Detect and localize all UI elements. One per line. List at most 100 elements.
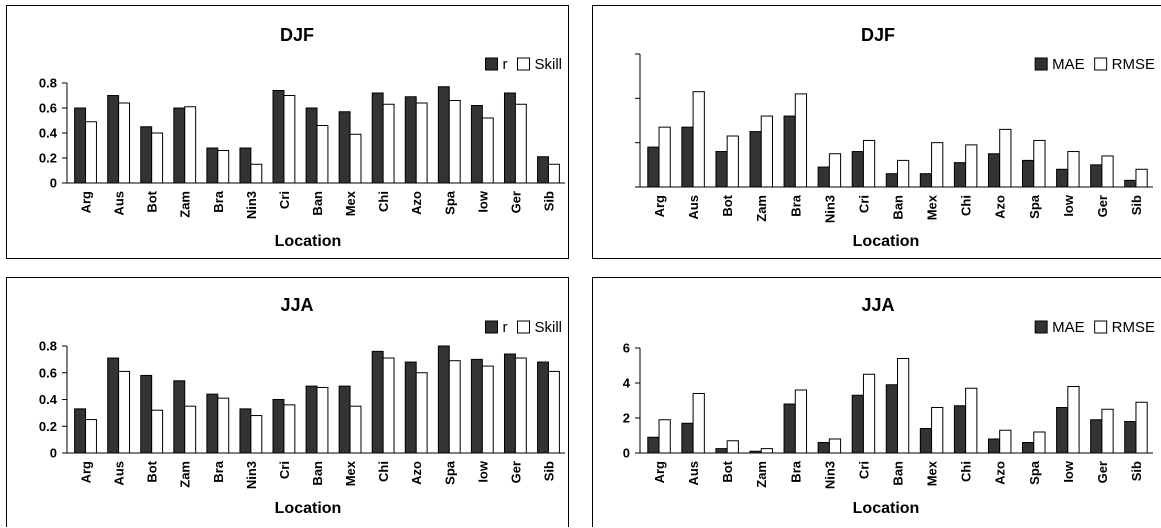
chart-title: DJF bbox=[280, 25, 314, 45]
bar-rmse-arg bbox=[658, 126, 671, 188]
x-axis-label: Location bbox=[853, 500, 920, 517]
bar-r-chi bbox=[371, 92, 384, 184]
x-tick-label: Bot bbox=[720, 194, 735, 216]
bar-r-azo bbox=[404, 361, 417, 454]
bar-r-spa bbox=[437, 86, 450, 184]
x-tick-label: Aus bbox=[686, 461, 701, 486]
legend-label-r: r bbox=[503, 319, 508, 336]
bar-mae-zam bbox=[749, 450, 762, 454]
bar-skill-chi bbox=[382, 357, 395, 454]
bar-r-nin3 bbox=[239, 408, 252, 454]
x-tick-label: Cri bbox=[856, 195, 871, 213]
bar-skill-mex bbox=[349, 405, 362, 454]
legend-swatch-rmse bbox=[1094, 320, 1108, 334]
bar-rmse-ger bbox=[1101, 155, 1114, 188]
bar-mae-aus bbox=[681, 126, 694, 188]
bar-rmse-ban bbox=[897, 358, 910, 454]
bar-rmse-bra bbox=[794, 93, 808, 188]
bar-skill-iow bbox=[481, 365, 494, 454]
y-tick-label: 0.8 bbox=[39, 76, 57, 91]
bar-skill-ger bbox=[514, 103, 527, 184]
x-tick-label: Mex bbox=[343, 460, 358, 486]
x-tick-label: Mex bbox=[925, 194, 940, 220]
bar-mae-ban bbox=[885, 173, 898, 188]
bar-r-ban bbox=[305, 385, 318, 454]
x-tick-label: Bra bbox=[788, 460, 803, 482]
x-tick-label: Ger bbox=[508, 191, 523, 213]
y-tick-label: 0.2 bbox=[39, 419, 57, 434]
x-tick-label: Ban bbox=[891, 195, 906, 220]
x-tick-label: Aus bbox=[112, 461, 127, 486]
bar-mae-ban bbox=[885, 384, 898, 454]
x-tick-label: Ger bbox=[1095, 461, 1110, 483]
bar-mae-mex bbox=[919, 173, 933, 188]
legend-label-skill: Skill bbox=[534, 56, 562, 73]
x-tick-label: Spa bbox=[442, 190, 457, 215]
legend-swatch-skill bbox=[516, 320, 530, 334]
bar-mae-sib bbox=[1124, 421, 1137, 454]
bar-mae-ger bbox=[1090, 419, 1103, 454]
chart-svg: JJA 0 0.2 0.4 0.6 0.8 Arg Aus Bot Zam Bra Nin3 Cri Ba… bbox=[39, 295, 565, 517]
chart-title: DJF bbox=[861, 25, 895, 45]
x-tick-label: Cri bbox=[277, 191, 292, 209]
bar-mae-cri bbox=[851, 151, 864, 188]
chart-panel-djf-error: DJF Arg Aus Bot Zam Bra Nin3 Cri Ban Mex Chi Azo Spa… bbox=[592, 5, 1161, 259]
bar-r-zam bbox=[173, 107, 186, 184]
x-tick-label: Spa bbox=[442, 460, 457, 485]
legend-label-rmse: RMSE bbox=[1112, 319, 1155, 336]
bar-mae-nin3 bbox=[817, 166, 830, 188]
y-tick-label: 6 bbox=[623, 341, 630, 356]
bar-r-nin3 bbox=[239, 147, 252, 184]
x-tick-label: Iow bbox=[1061, 194, 1076, 217]
chart-svg: DJF Arg Aus Bot Zam Bra Nin3 Cri Ban Mex Chi Azo Spa… bbox=[635, 25, 1155, 250]
bar-r-sib bbox=[537, 361, 549, 454]
bar-mae-cri bbox=[851, 394, 864, 454]
legend-swatch-r bbox=[485, 57, 499, 71]
bar-mae-iow bbox=[1056, 168, 1069, 188]
y-tick-label: 0 bbox=[50, 176, 57, 191]
legend-swatch-rmse bbox=[1094, 57, 1108, 71]
bar-mae-arg bbox=[647, 146, 660, 188]
x-tick-label: Aus bbox=[112, 191, 127, 216]
bar-mae-bra bbox=[783, 115, 796, 188]
bar-r-aus bbox=[107, 95, 120, 184]
bar-rmse-mex bbox=[931, 407, 944, 454]
bar-skill-sib bbox=[547, 163, 560, 184]
x-tick-label: Nin3 bbox=[244, 461, 259, 489]
x-axis-label: Location bbox=[275, 500, 342, 517]
x-tick-label: Cri bbox=[277, 461, 292, 479]
y-tick-label: 0.2 bbox=[39, 151, 57, 166]
bar-mae-bra bbox=[783, 403, 796, 454]
bar-mae-spa bbox=[1022, 442, 1035, 454]
chart-title: JJA bbox=[861, 295, 894, 315]
bar-mae-bot bbox=[715, 448, 728, 454]
bar-rmse-zam bbox=[760, 448, 773, 454]
chart-panel-djf-correlation: DJF 0 0.2 0.4 0.6 0.8 Arg Aus Bot Zam Bra Nin3 Cri Ba… bbox=[6, 5, 569, 259]
bar-rmse-sib bbox=[1135, 168, 1148, 188]
y-tick-label: 0 bbox=[623, 446, 630, 461]
x-tick-label: Iow bbox=[475, 460, 490, 483]
bar-r-arg bbox=[74, 408, 87, 454]
x-tick-label: Ban bbox=[310, 191, 325, 216]
x-tick-label: Zam bbox=[754, 461, 769, 488]
y-tick-label: 0.4 bbox=[39, 126, 58, 141]
bar-rmse-spa bbox=[1033, 431, 1046, 454]
legend-label-mae: MAE bbox=[1052, 319, 1085, 336]
x-tick-label: Arg bbox=[652, 461, 667, 483]
y-tick-label: 0.6 bbox=[39, 101, 57, 116]
bar-rmse-bot bbox=[726, 135, 739, 188]
bar-skill-spa bbox=[448, 100, 461, 184]
bar-mae-azo bbox=[987, 438, 1001, 454]
legend-label-mae: MAE bbox=[1052, 56, 1085, 73]
bar-skill-arg bbox=[85, 121, 97, 184]
x-tick-label: Azo bbox=[993, 461, 1008, 485]
bar-r-ban bbox=[305, 107, 318, 184]
x-tick-label: Aus bbox=[686, 195, 701, 220]
bar-rmse-bra bbox=[794, 389, 808, 454]
bar-mae-iow bbox=[1056, 407, 1069, 454]
x-tick-label: Zam bbox=[178, 191, 193, 218]
bar-mae-chi bbox=[953, 405, 967, 454]
chart-title: JJA bbox=[280, 295, 313, 315]
legend-swatch-skill bbox=[516, 57, 530, 71]
bar-rmse-mex bbox=[931, 142, 944, 188]
